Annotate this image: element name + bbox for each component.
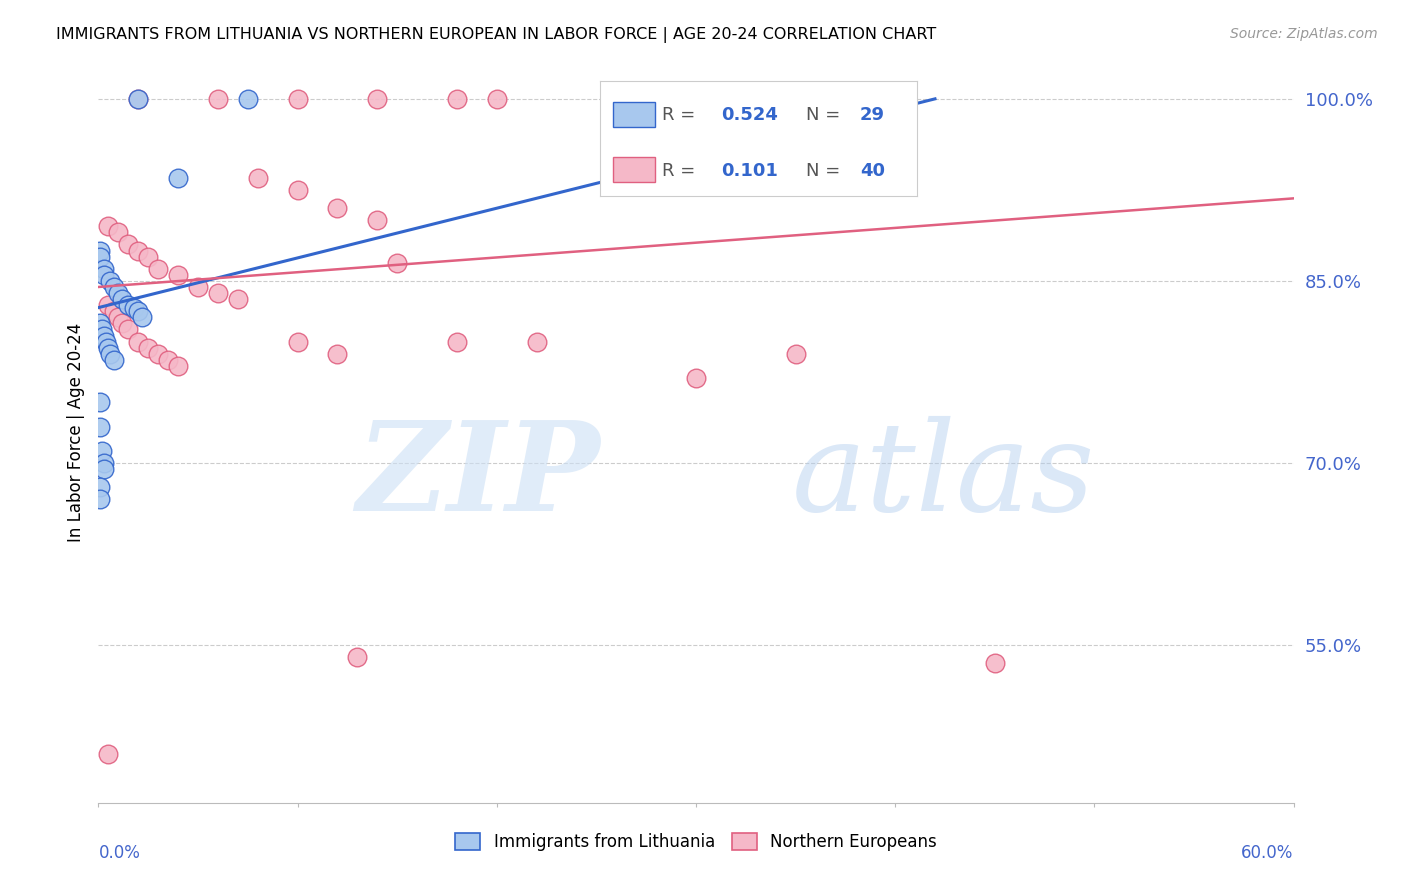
Point: [111, 292, 134, 306]
Point: [103, 304, 125, 318]
Point: [117, 237, 139, 252]
Point: [93, 328, 115, 343]
Point: [89, 395, 111, 409]
Point: [127, 92, 149, 106]
Point: [148, 347, 170, 361]
Point: [366, 213, 388, 227]
Point: [127, 304, 149, 318]
Point: [287, 183, 309, 197]
Text: atlas: atlas: [792, 417, 1095, 538]
Point: [187, 280, 209, 294]
Text: IMMIGRANTS FROM LITHUANIA VS NORTHERN EUROPEAN IN LABOR FORCE | AGE 20-24 CORREL: IMMIGRANTS FROM LITHUANIA VS NORTHERN EU…: [56, 27, 936, 43]
Point: [89, 317, 111, 331]
Point: [131, 310, 153, 325]
Point: [117, 298, 139, 312]
Point: [93, 462, 115, 476]
Point: [136, 341, 159, 355]
Point: [984, 657, 1007, 671]
Point: [93, 261, 115, 276]
Point: [89, 492, 111, 507]
Text: 0.0%: 0.0%: [98, 844, 141, 862]
Point: [117, 322, 139, 336]
Point: [485, 92, 508, 106]
Point: [526, 334, 548, 349]
Point: [136, 250, 159, 264]
Point: [107, 225, 129, 239]
Text: 60.0%: 60.0%: [1241, 844, 1294, 862]
Point: [366, 92, 388, 106]
Point: [127, 244, 149, 258]
Point: [89, 250, 111, 264]
Point: [785, 347, 807, 361]
Point: [93, 268, 115, 282]
Point: [207, 286, 229, 301]
Point: [326, 201, 349, 215]
Point: [93, 456, 115, 470]
Point: [98, 274, 122, 288]
Point: [107, 310, 129, 325]
Text: Source: ZipAtlas.com: Source: ZipAtlas.com: [1230, 27, 1378, 41]
Point: [236, 92, 259, 106]
Point: [124, 301, 146, 315]
Point: [287, 92, 309, 106]
Y-axis label: In Labor Force | Age 20-24: In Labor Force | Age 20-24: [66, 323, 84, 542]
Point: [226, 292, 249, 306]
Point: [107, 286, 129, 301]
Point: [167, 359, 190, 373]
Point: [167, 170, 190, 185]
Point: [207, 92, 229, 106]
Point: [91, 322, 114, 336]
Point: [326, 347, 349, 361]
Point: [103, 280, 125, 294]
Text: ZIP: ZIP: [357, 417, 600, 538]
Point: [385, 256, 409, 270]
Point: [246, 170, 269, 185]
Point: [157, 352, 180, 367]
Point: [167, 268, 190, 282]
Point: [97, 747, 120, 762]
Point: [89, 244, 111, 258]
Point: [89, 480, 111, 494]
Point: [287, 334, 309, 349]
Point: [685, 371, 707, 385]
Point: [446, 92, 468, 106]
Legend: Immigrants from Lithuania, Northern Europeans: Immigrants from Lithuania, Northern Euro…: [449, 826, 943, 857]
Point: [103, 352, 125, 367]
Point: [97, 341, 120, 355]
Point: [127, 92, 149, 106]
Point: [148, 261, 170, 276]
Point: [127, 334, 149, 349]
Point: [89, 419, 111, 434]
Point: [96, 334, 118, 349]
Point: [97, 298, 120, 312]
Point: [98, 347, 122, 361]
Point: [97, 219, 120, 234]
Point: [111, 317, 134, 331]
Point: [91, 443, 114, 458]
Point: [446, 334, 468, 349]
Point: [346, 650, 368, 665]
